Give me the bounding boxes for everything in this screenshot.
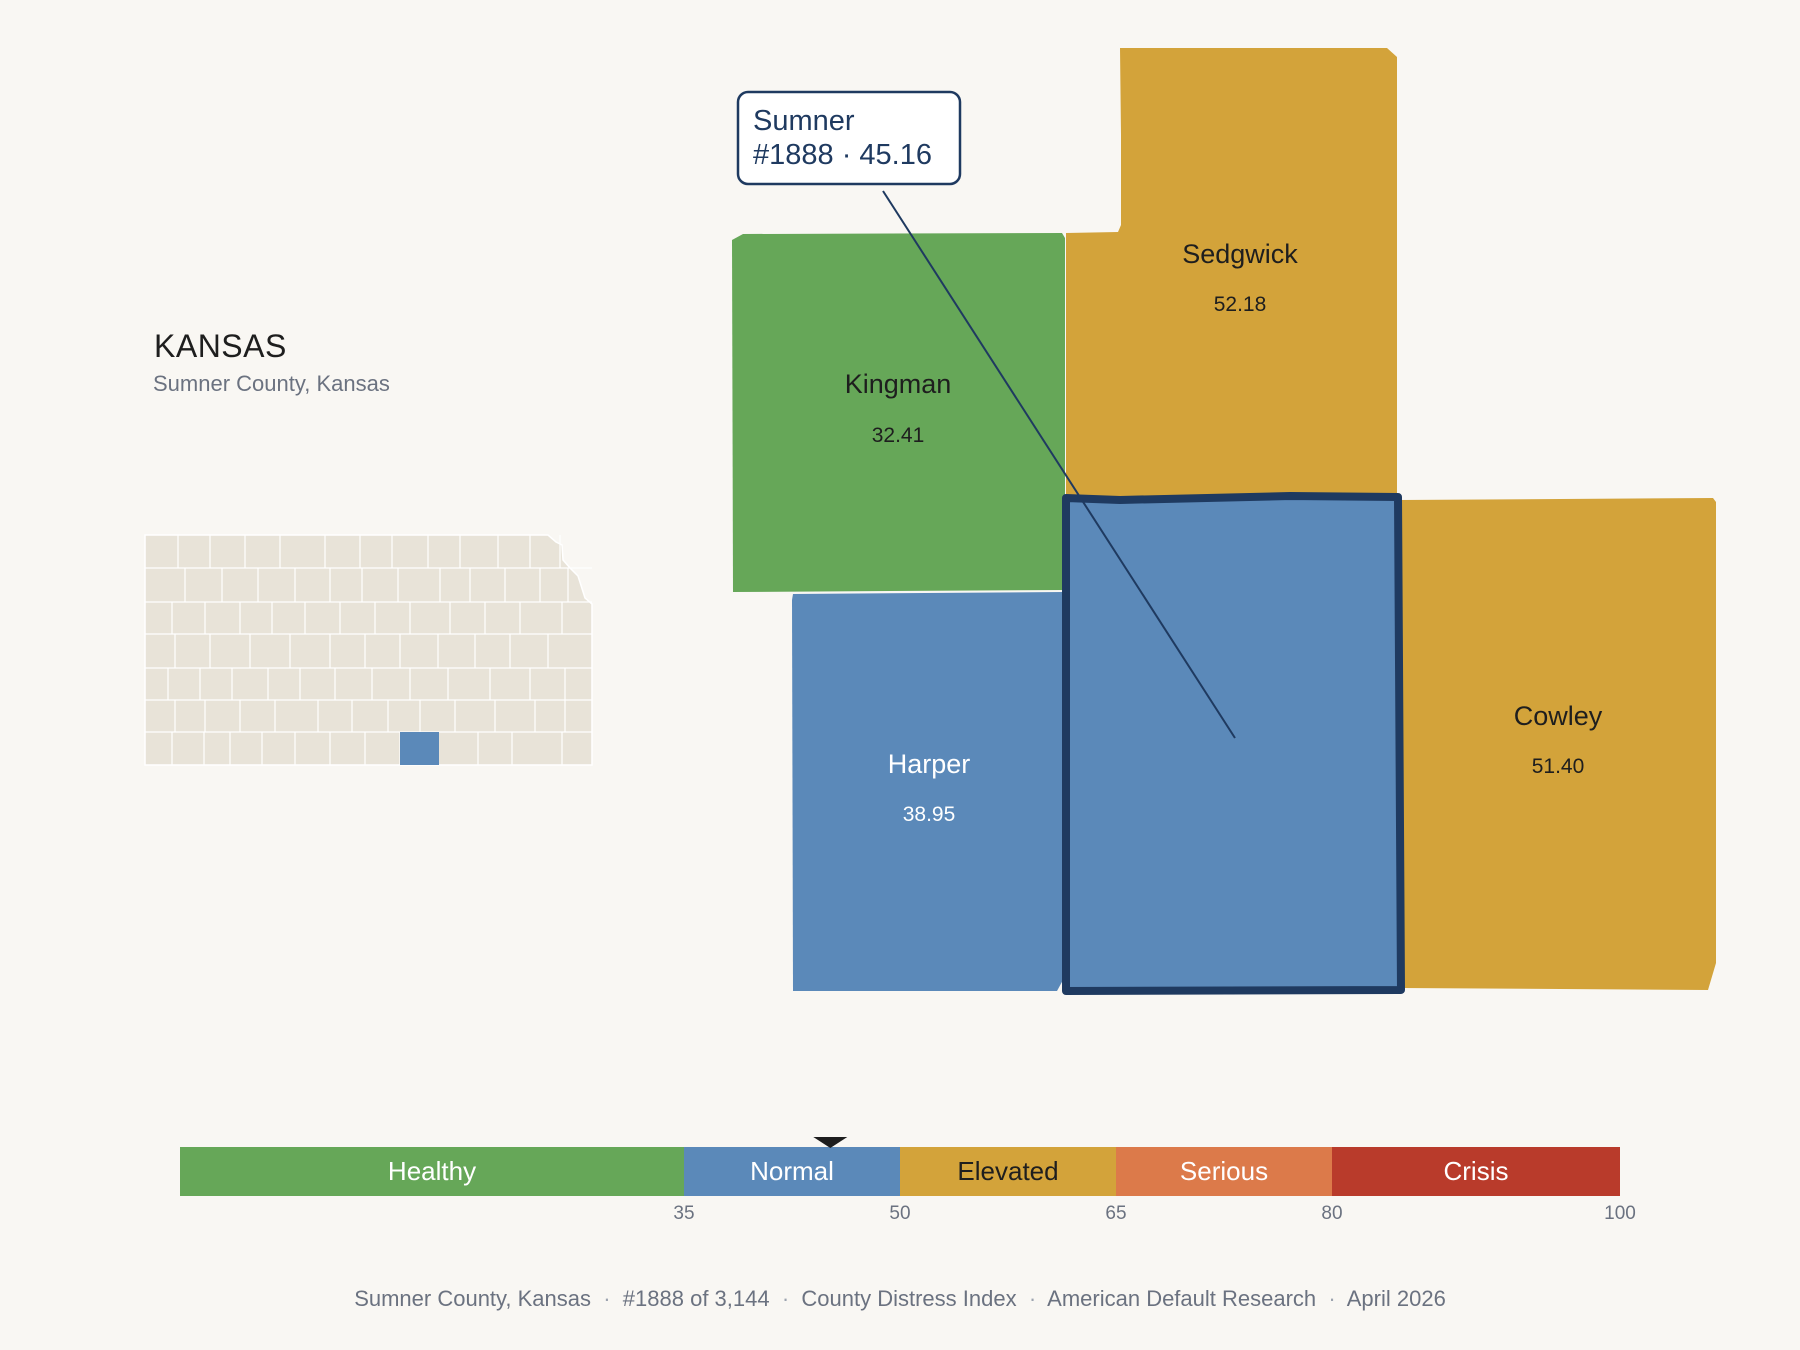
scale-tick-label: 100 <box>1604 1203 1636 1224</box>
scale-tick-label: 80 <box>1321 1203 1342 1224</box>
scale-marker <box>813 1137 848 1148</box>
scale-band-normal <box>684 1147 900 1196</box>
county-sumner[interactable] <box>1062 492 1405 995</box>
callout-county-name: Sumner <box>753 105 855 137</box>
footer: Sumner County, Kansas · #1888 of 3,144 ·… <box>354 1286 1446 1311</box>
state-subtitle: Sumner County, Kansas <box>153 371 390 396</box>
scale-band-label-normal: Normal <box>750 1156 834 1186</box>
county-value-kingman: 32.41 <box>872 424 925 447</box>
scale-band-serious <box>1116 1147 1332 1196</box>
scale-band-elevated <box>900 1147 1116 1196</box>
county-label-sedgwick: Sedgwick <box>1182 239 1298 269</box>
county-value-cowley: 51.40 <box>1532 755 1585 778</box>
county-value-sedgwick: 52.18 <box>1214 293 1267 316</box>
scale-tick-label: 50 <box>889 1203 910 1224</box>
footer-publisher: American Default Research <box>1047 1286 1317 1311</box>
state-locator-map <box>144 534 593 766</box>
scale-band-label-elevated: Elevated <box>957 1156 1058 1186</box>
footer-location: Sumner County, Kansas <box>354 1286 592 1311</box>
distress-scale-legend: Healthy Normal Elevated Serious Crisis 35 50 65… <box>180 1137 1636 1224</box>
county-label-kingman: Kingman <box>845 369 952 399</box>
county-harper[interactable] <box>792 592 1063 991</box>
scale-band-crisis <box>1332 1147 1620 1196</box>
county-label-harper: Harper <box>888 749 971 779</box>
kansas-outline <box>144 534 593 766</box>
county-cowley[interactable] <box>1400 498 1716 990</box>
callout-rank-score: #1888 · 45.16 <box>753 139 932 171</box>
scale-band-healthy <box>180 1147 684 1196</box>
scale-band-label-crisis: Crisis <box>1444 1156 1509 1186</box>
callout-box <box>736 90 962 186</box>
scale-band-label-serious: Serious <box>1180 1156 1268 1186</box>
county-kingman[interactable] <box>732 233 1065 592</box>
county-callout: Sumner #1888 · 45.16 <box>736 90 1236 739</box>
footer-index-name: County Distress Index <box>801 1286 1017 1311</box>
scale-band-label-healthy: Healthy <box>388 1156 476 1186</box>
state-title: KANSAS <box>154 328 287 364</box>
callout-leader-line <box>882 190 1236 739</box>
county-value-harper: 38.95 <box>903 803 956 826</box>
county-boundaries <box>145 535 592 765</box>
county-label-cowley: Cowley <box>1514 701 1603 731</box>
county-sedgwick[interactable] <box>1066 48 1397 500</box>
county-map: Kingman 32.41 Sedgwick 52.18 Harper 38.9… <box>732 48 1716 995</box>
scale-tick-label: 65 <box>1105 1203 1126 1224</box>
footer-rank: #1888 of 3,144 <box>622 1286 770 1311</box>
footer-date: April 2026 <box>1346 1286 1446 1311</box>
locator-selected-county <box>400 732 439 765</box>
scale-tick-label: 35 <box>673 1203 694 1224</box>
